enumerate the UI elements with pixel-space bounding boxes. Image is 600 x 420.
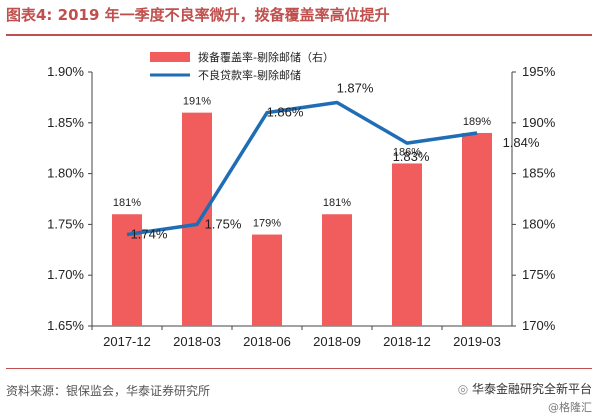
bar xyxy=(322,214,352,326)
x-tick-label: 2018-03 xyxy=(173,334,221,349)
source-note: 资料来源：银保监会，华泰证券研究所 xyxy=(6,384,211,398)
legend-bar-label: 拨备覆盖率-剔除邮储（右） xyxy=(198,50,334,64)
title-divider xyxy=(6,34,592,36)
left-tick-label: 1.70% xyxy=(47,267,84,282)
x-tick-label: 2017-12 xyxy=(103,334,151,349)
footer-divider xyxy=(6,368,592,369)
x-tick-label: 2019-03 xyxy=(453,334,501,349)
bar-data-label: 179% xyxy=(253,218,281,230)
legend-bar-swatch xyxy=(150,52,190,62)
brand-sub-watermark: @格隆汇 xyxy=(548,401,592,414)
line-data-label: 1.74% xyxy=(131,227,168,242)
line-data-label: 1.86% xyxy=(267,105,304,120)
line-series xyxy=(126,100,478,237)
bar-data-label: 181% xyxy=(113,197,141,209)
right-tick-label: 170% xyxy=(522,318,556,333)
right-tick-label: 195% xyxy=(522,64,556,79)
left-tick-label: 1.65% xyxy=(47,318,84,333)
legend-line-label: 不良贷款率-剔除邮储 xyxy=(198,68,301,82)
right-tick-label: 190% xyxy=(522,115,556,130)
bar xyxy=(462,132,492,326)
bar xyxy=(252,234,282,326)
x-tick-label: 2018-09 xyxy=(313,334,361,349)
line-data-label: 1.75% xyxy=(205,216,242,231)
bar-data-label: 191% xyxy=(183,96,211,108)
right-tick-label: 185% xyxy=(522,166,556,181)
chart-title: 图表4: 2019 年一季度不良率微升，拨备覆盖率高位提升 xyxy=(6,6,390,24)
bar xyxy=(182,112,212,326)
wechat-icon: ◎ xyxy=(457,382,472,396)
brand-text: 华泰金融研究全新平台 xyxy=(471,382,592,396)
line-data-label: 1.83% xyxy=(393,149,430,164)
left-tick-label: 1.85% xyxy=(47,115,84,130)
brand-watermark: ◎ 华泰金融研究全新平台 xyxy=(458,380,592,397)
right-tick-label: 180% xyxy=(522,216,556,231)
left-tick-label: 1.90% xyxy=(47,64,84,79)
left-tick-label: 1.80% xyxy=(47,166,84,181)
x-tick-label: 2018-06 xyxy=(243,334,291,349)
line-data-label: 1.87% xyxy=(337,80,374,95)
line-data-label: 1.84% xyxy=(503,135,540,150)
left-tick-label: 1.75% xyxy=(47,216,84,231)
bar-data-label: 189% xyxy=(463,116,491,128)
x-tick-label: 2018-12 xyxy=(383,334,431,349)
bar-data-label: 186% xyxy=(393,146,421,158)
right-tick-label: 175% xyxy=(522,267,556,282)
bar xyxy=(392,163,422,326)
bar-data-label: 181% xyxy=(323,197,351,209)
